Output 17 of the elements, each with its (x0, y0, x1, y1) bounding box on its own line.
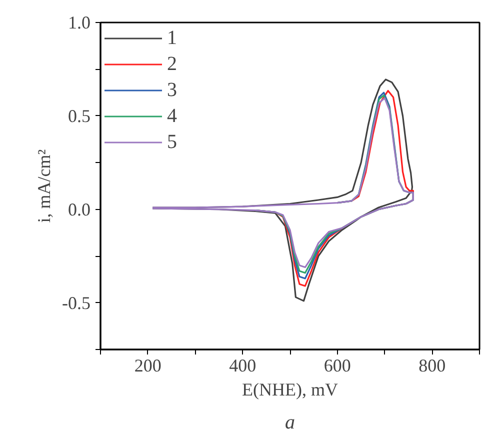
legend-label: 5 (167, 130, 178, 154)
y-axis-title: i, mA/cm² (34, 149, 54, 223)
text: a (285, 412, 295, 434)
x-axis-title: E(NHE), mV (242, 380, 338, 400)
legend-label: 1 (167, 26, 178, 50)
line-series (152, 97, 414, 268)
x-tick-label: 200 (134, 356, 162, 376)
x-tick-label: 600 (324, 356, 351, 376)
y-tick-label: -0.5 (62, 292, 91, 313)
y-tick-label: 1.0 (68, 12, 90, 32)
y-tick-label: 0.5 (68, 106, 90, 126)
x-tick-label: 400 (229, 356, 256, 376)
x-tick-label: 800 (418, 356, 446, 376)
legend-label: 3 (167, 78, 178, 102)
legend-label: 4 (167, 104, 178, 128)
legend-label: 2 (167, 52, 178, 76)
y-tick-label: 0.0 (68, 199, 90, 220)
